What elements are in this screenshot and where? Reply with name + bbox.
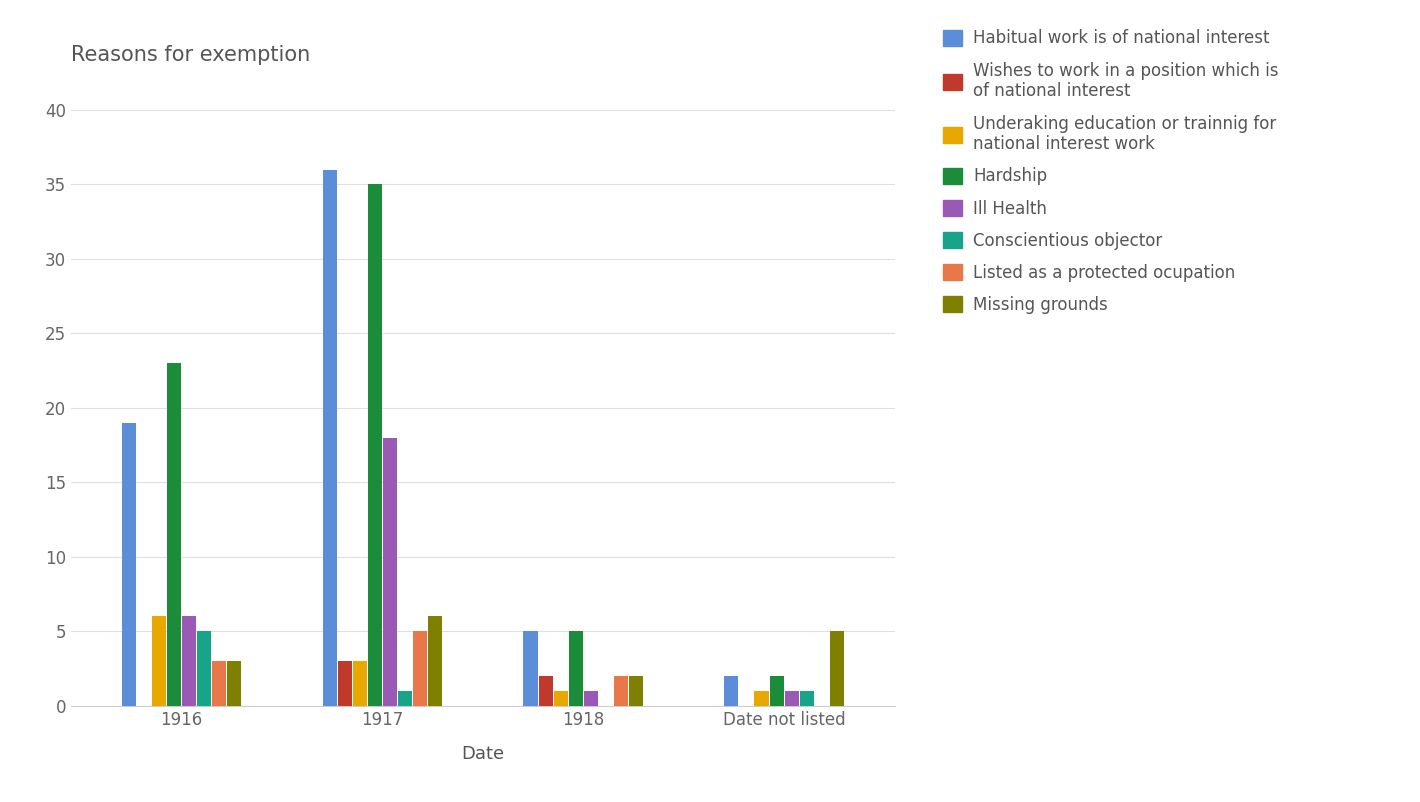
Bar (182, 617, 196, 706)
Bar (398, 691, 412, 706)
Bar (799, 691, 814, 706)
Bar (770, 676, 784, 706)
Bar (368, 184, 382, 706)
Text: Reasons for exemption: Reasons for exemption (71, 45, 310, 65)
Bar (538, 676, 552, 706)
Bar (427, 617, 442, 706)
Bar (338, 661, 352, 706)
Bar (568, 631, 582, 706)
Bar (785, 691, 798, 706)
Bar (613, 676, 628, 706)
Bar (629, 676, 643, 706)
Bar (352, 661, 366, 706)
Bar (212, 661, 226, 706)
Bar (724, 676, 738, 706)
Bar (554, 691, 568, 706)
Bar (168, 363, 180, 706)
X-axis label: Date: Date (462, 745, 504, 764)
Bar (524, 631, 538, 706)
Bar (383, 438, 398, 706)
Bar (227, 661, 241, 706)
Legend: Habitual work is of national interest, Wishes to work in a position which is
of : Habitual work is of national interest, W… (939, 24, 1284, 319)
Bar (197, 631, 212, 706)
Bar (413, 631, 427, 706)
Bar (322, 169, 337, 706)
Bar (829, 631, 843, 706)
Bar (584, 691, 598, 706)
Bar (152, 617, 166, 706)
Bar (122, 423, 136, 706)
Bar (754, 691, 768, 706)
